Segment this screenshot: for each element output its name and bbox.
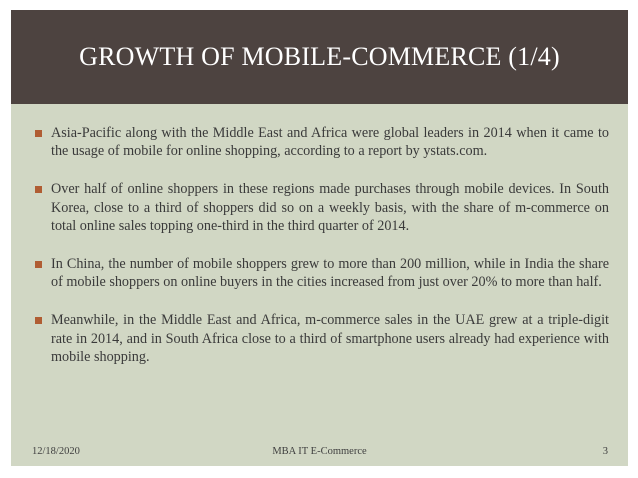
bullet-item: Asia-Pacific along with the Middle East … (35, 124, 609, 160)
bullet-text: Over half of online shoppers in these re… (51, 181, 609, 234)
slide-footer: 12/18/2020 MBA IT E-Commerce 3 (11, 446, 628, 462)
footer-course-name: MBA IT E-Commerce (272, 446, 367, 457)
square-bullet-icon (35, 261, 42, 269)
page-number: 3 (602, 446, 608, 457)
bullet-text: In China, the number of mobile shoppers … (51, 256, 609, 291)
bullet-list: Asia-Pacific along with the Middle East … (35, 124, 609, 386)
title-bar: GROWTH OF MOBILE-COMMERCE (1/4) (11, 10, 628, 104)
square-bullet-icon (35, 186, 42, 194)
footer-date: 12/18/2020 (32, 446, 80, 457)
slide-title: GROWTH OF MOBILE-COMMERCE (1/4) (79, 42, 560, 71)
bullet-text: Meanwhile, in the Middle East and Africa… (51, 312, 609, 365)
bullet-item: In China, the number of mobile shoppers … (35, 255, 609, 291)
square-bullet-icon (35, 130, 42, 137)
square-bullet-icon (35, 317, 42, 325)
bullet-item: Meanwhile, in the Middle East and Africa… (35, 311, 609, 366)
bullet-text: Asia-Pacific along with the Middle East … (51, 125, 609, 160)
bullet-item: Over half of online shoppers in these re… (35, 180, 609, 235)
